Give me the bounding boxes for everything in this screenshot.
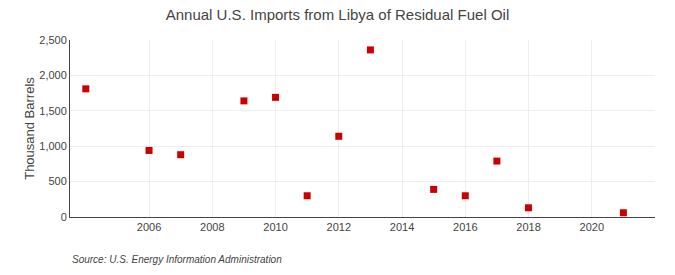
svg-text:2008: 2008 — [200, 221, 224, 233]
svg-text:1,500: 1,500 — [39, 105, 67, 117]
svg-text:Source: U.S. Energy Informatio: Source: U.S. Energy Information Administ… — [72, 254, 282, 265]
svg-text:Thousand Barrels: Thousand Barrels — [22, 77, 37, 180]
svg-text:2014: 2014 — [390, 221, 414, 233]
svg-text:2012: 2012 — [327, 221, 351, 233]
svg-text:2016: 2016 — [453, 221, 477, 233]
svg-text:2018: 2018 — [516, 221, 540, 233]
svg-text:2,500: 2,500 — [39, 34, 67, 46]
svg-text:0: 0 — [61, 211, 67, 223]
svg-text:1,000: 1,000 — [39, 140, 67, 152]
svg-text:Annual U.S. Imports from Libya: Annual U.S. Imports from Libya of Residu… — [166, 6, 509, 23]
svg-text:500: 500 — [48, 175, 66, 187]
svg-text:2010: 2010 — [263, 221, 287, 233]
svg-text:2006: 2006 — [137, 221, 161, 233]
svg-text:2,000: 2,000 — [39, 69, 67, 81]
svg-text:2020: 2020 — [580, 221, 604, 233]
